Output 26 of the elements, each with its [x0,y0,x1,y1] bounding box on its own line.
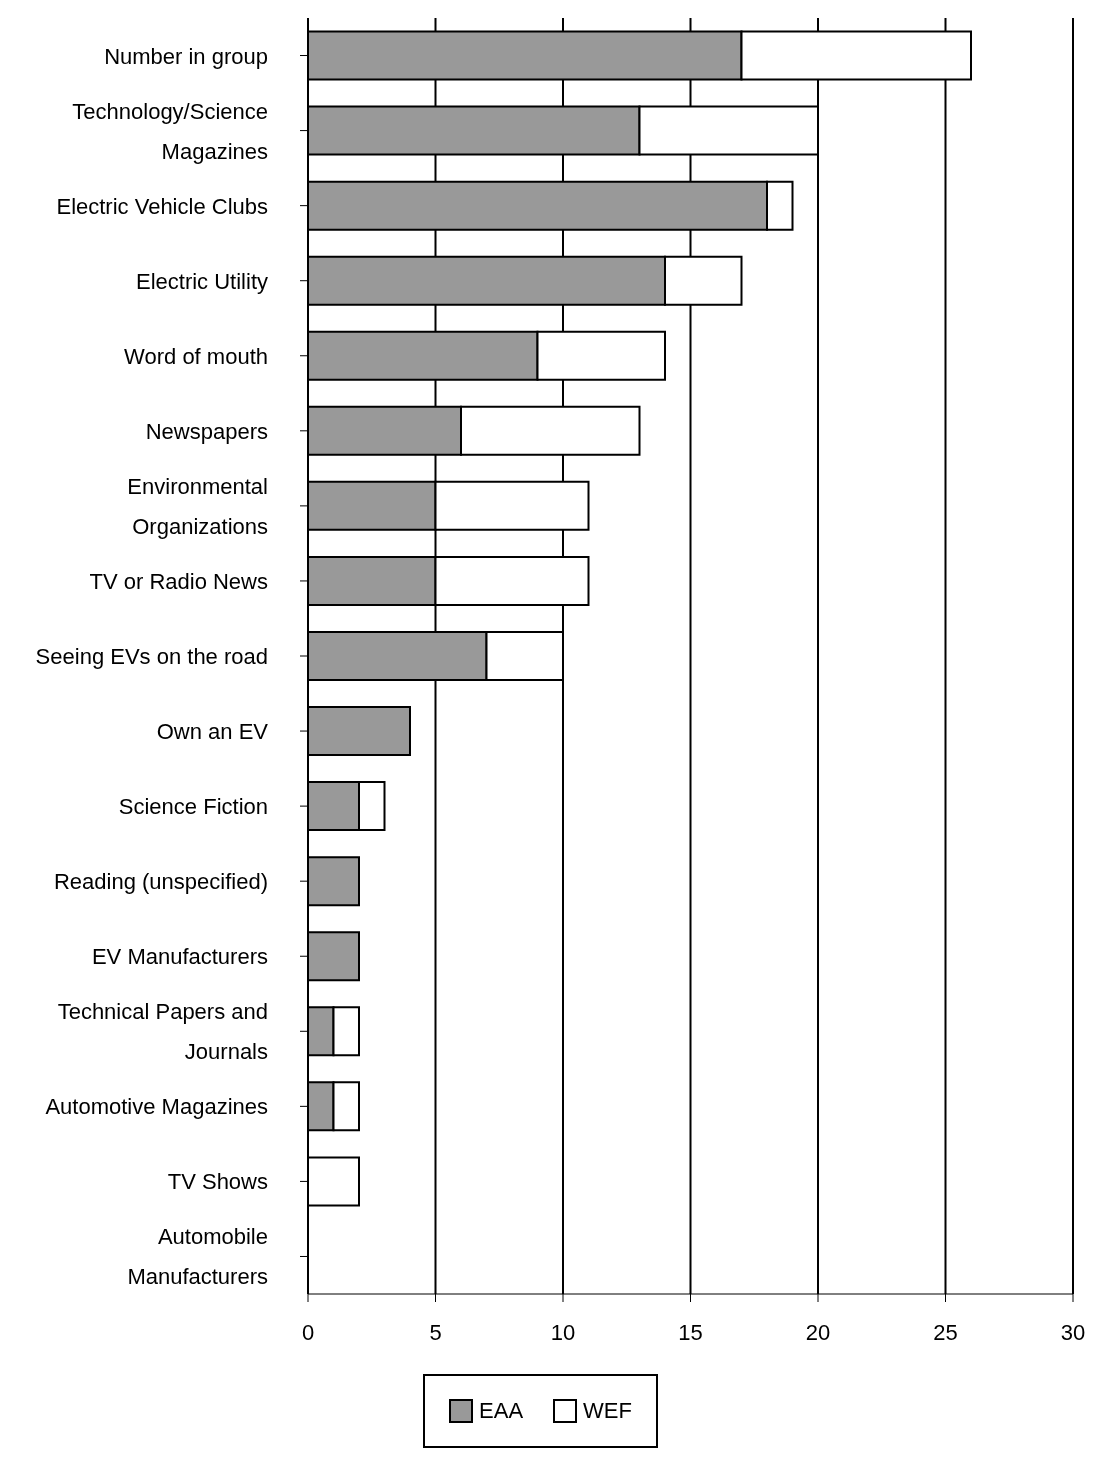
x-tick-label: 30 [1060,1319,1086,1345]
y-tick-label: Seeing EVs on the road [35,643,268,669]
x-tick-label: 0 [301,1319,315,1345]
x-tick-label: 5 [429,1319,442,1345]
legend-label: EAA [478,1398,524,1424]
y-tick-label: Number in group [104,43,268,69]
y-tick-label: Reading (unspecified) [53,868,268,894]
x-tick-label: 20 [805,1319,831,1345]
y-tick-label: Technology/Science Magazines [72,98,268,164]
y-tick-label: Own an EV [156,718,269,744]
x-tick-label: 15 [678,1319,703,1345]
y-tick-label: TV Shows [167,1168,268,1194]
y-tick-label: Electric Utility [135,268,268,294]
y-tick-label: Electric Vehicle Clubs [56,193,268,219]
y-tick-label: Technical Papers and Journals [57,998,268,1064]
y-tick-label: Automobile Manufacturers [127,1223,268,1289]
y-tick-label: Automotive Magazines [45,1093,268,1119]
y-tick-label: TV or Radio News [89,568,268,594]
y-tick-label: Word of mouth [124,343,268,369]
legend-label: WEF [582,1398,632,1424]
y-tick-label: EV Manufacturers [91,943,268,969]
y-tick-label: Newspapers [145,418,268,444]
x-tick-label: 10 [550,1319,576,1345]
y-tick-label: Environmental Organizations [127,473,268,539]
y-tick-label: Science Fiction [118,793,268,819]
x-tick-label: 25 [933,1319,958,1345]
